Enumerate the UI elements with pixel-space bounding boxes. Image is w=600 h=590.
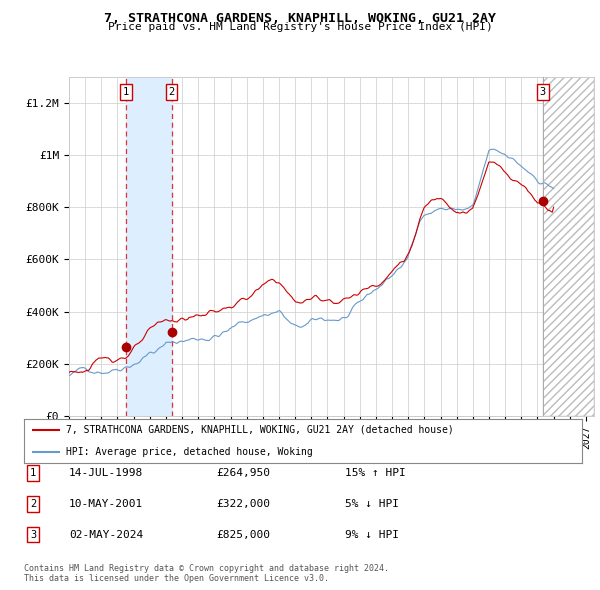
Text: 02-MAY-2024: 02-MAY-2024: [69, 530, 143, 539]
Text: 14-JUL-1998: 14-JUL-1998: [69, 468, 143, 478]
Text: 3: 3: [540, 87, 546, 97]
Text: HPI: Average price, detached house, Woking: HPI: Average price, detached house, Woki…: [66, 447, 313, 457]
Text: 7, STRATHCONA GARDENS, KNAPHILL, WOKING, GU21 2AY: 7, STRATHCONA GARDENS, KNAPHILL, WOKING,…: [104, 12, 496, 25]
Text: £322,000: £322,000: [216, 499, 270, 509]
Text: 7, STRATHCONA GARDENS, KNAPHILL, WOKING, GU21 2AY (detached house): 7, STRATHCONA GARDENS, KNAPHILL, WOKING,…: [66, 425, 454, 435]
Text: Contains HM Land Registry data © Crown copyright and database right 2024.
This d: Contains HM Land Registry data © Crown c…: [24, 563, 389, 583]
Text: 2: 2: [169, 87, 175, 97]
Text: 2: 2: [30, 499, 36, 509]
Text: 1: 1: [123, 87, 129, 97]
Text: 1: 1: [30, 468, 36, 478]
Text: £825,000: £825,000: [216, 530, 270, 539]
Bar: [543, 77, 594, 416]
Text: Price paid vs. HM Land Registry's House Price Index (HPI): Price paid vs. HM Land Registry's House …: [107, 22, 493, 32]
Bar: [126, 77, 172, 416]
Text: 10-MAY-2001: 10-MAY-2001: [69, 499, 143, 509]
Text: 15% ↑ HPI: 15% ↑ HPI: [345, 468, 406, 478]
Text: £264,950: £264,950: [216, 468, 270, 478]
Text: 5% ↓ HPI: 5% ↓ HPI: [345, 499, 399, 509]
Text: 3: 3: [30, 530, 36, 539]
Text: 9% ↓ HPI: 9% ↓ HPI: [345, 530, 399, 539]
